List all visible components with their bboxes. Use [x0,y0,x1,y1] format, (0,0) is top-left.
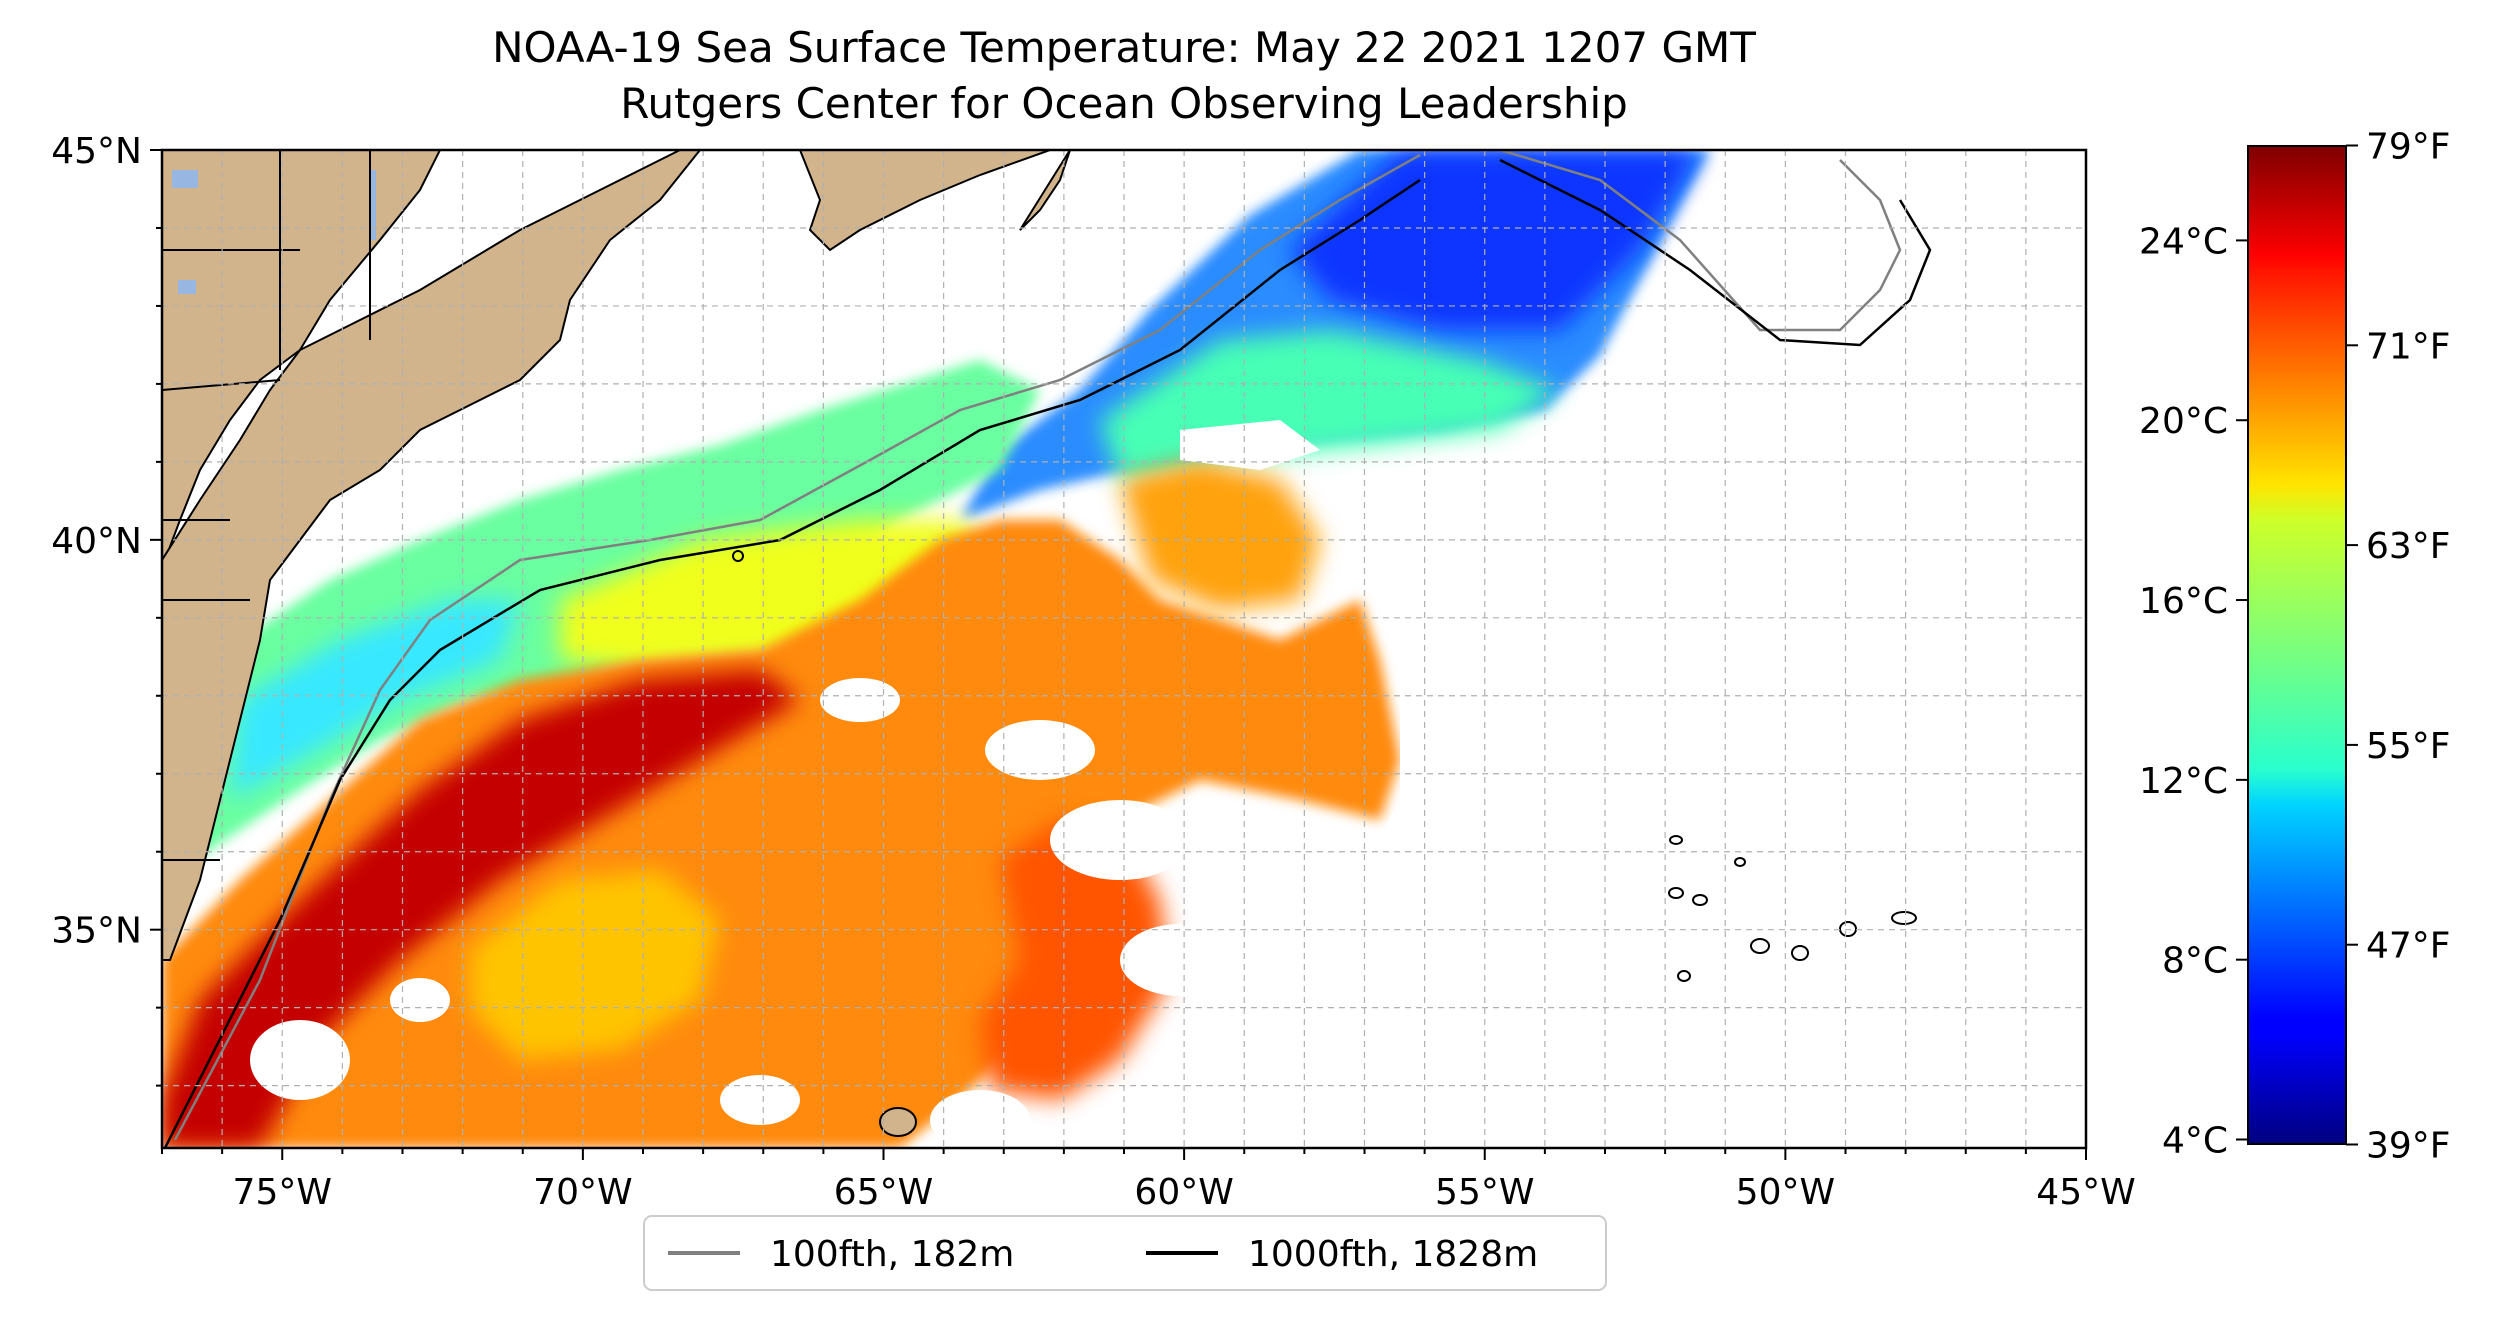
colorbar-ticks: 4°C 8°C 12°C 16°C 20°C 24°C 39°F 47°F 55°F 63°F 71… [2139,127,2450,1167]
legend-frame [643,1215,1607,1291]
land-newfoundland [1019,150,1071,231]
legend-label-100fth: 100fth, 182m [770,1234,1014,1275]
cloud-gap-9 [1120,924,1240,996]
x-tick-label: 70°W [533,1172,632,1213]
colorbar-celsius-label: 16°C [2139,581,2228,622]
x-tick-label: 60°W [1134,1172,1233,1213]
colorbar-celsius-label: 24°C [2139,221,2228,262]
cloud-gap-1 [1240,450,2086,1148]
colorbar-celsius-label: 20°C [2139,401,2228,442]
isobath-legend: 100fth, 182m 1000fth, 1828m [643,1215,1607,1291]
legend-label-1000fth: 1000fth, 1828m [1248,1234,1538,1275]
colorbar: 4°C 8°C 12°C 16°C 20°C 24°C 39°F 47°F 55°F 63°F 71… [2139,127,2450,1167]
state-line-2 [162,379,281,391]
land-new-england [162,150,702,961]
title-line-2: Rutgers Center for Ocean Observing Leade… [620,79,1628,128]
colorbar-fahrenheit-label: 39°F [2366,1125,2451,1166]
seamount-3 [1750,938,1770,954]
seamount-8 [1669,835,1683,845]
seamount-10 [732,550,744,562]
colorbar-fahrenheit-label: 47°F [2366,926,2451,967]
cloud-gap-5 [985,720,1095,780]
cloud-gap-10 [930,1090,1030,1148]
sst-yellow-patch [470,870,720,1060]
sst-eastern-orange [1120,460,1320,610]
y-tick-label: 35°N [51,911,142,952]
cloud-gap-7 [390,978,450,1022]
x-tick-label: 50°W [1736,1172,1835,1213]
x-tick-label: 45°W [2036,1172,2135,1213]
colorbar-gradient [2247,145,2347,1145]
bermuda-island [879,1107,917,1137]
cloud-gap-4 [1050,800,1190,880]
colorbar-celsius-label: 12°C [2139,761,2228,802]
cloud-mask [250,290,2086,1148]
map-axes: 75°W 70°W 65°W 60°W 55°W 50°W 45°W 45°N 40°N 35°N [51,131,2135,1213]
cloud-gap-3 [1180,420,1320,470]
seamount-2 [1692,894,1708,906]
x-tick-label: 75°W [233,1172,332,1213]
cloud-gap-6 [250,1020,350,1100]
land-nova-scotia [798,150,1051,252]
colorbar-celsius-label: 8°C [2162,941,2228,982]
colorbar-fahrenheit-label: 71°F [2366,326,2451,367]
colorbar-fahrenheit-label: 79°F [2366,127,2451,168]
islands [732,550,1917,1137]
colorbar-celsius-label: 4°C [2162,1121,2228,1162]
sst-map [162,150,2086,1148]
seamount-4 [1677,970,1691,982]
x-tick-label: 55°W [1435,1172,1534,1213]
isobath-100fth [173,150,1902,1141]
lake-2 [370,170,376,240]
cloud-gap-2 [960,290,1160,360]
seamount-9 [1734,857,1746,867]
land [162,150,1071,961]
seamount-7 [1891,911,1917,925]
colorbar-fahrenheit-label: 55°F [2366,726,2451,767]
sst-warm-ring-east [980,820,1170,1100]
seamount-5 [1791,945,1809,961]
x-tick-label: 65°W [834,1172,933,1213]
sst-swath-north-core [1290,150,1700,330]
y-tick-label: 45°N [51,131,142,172]
lake-3 [178,280,196,294]
state-boundaries [162,150,371,861]
cloud-gap-11 [720,1075,800,1125]
y-tick-label: 40°N [51,521,142,562]
cloud-gap-8 [820,678,900,722]
lakes [172,170,376,294]
title-line-1: NOAA-19 Sea Surface Temperature: May 22 … [492,23,1756,72]
seamount-1 [1668,887,1684,899]
lake-1 [172,170,198,188]
gridlines [162,150,2086,1148]
colorbar-fahrenheit-label: 63°F [2366,526,2451,567]
seamount-6 [1839,921,1857,937]
